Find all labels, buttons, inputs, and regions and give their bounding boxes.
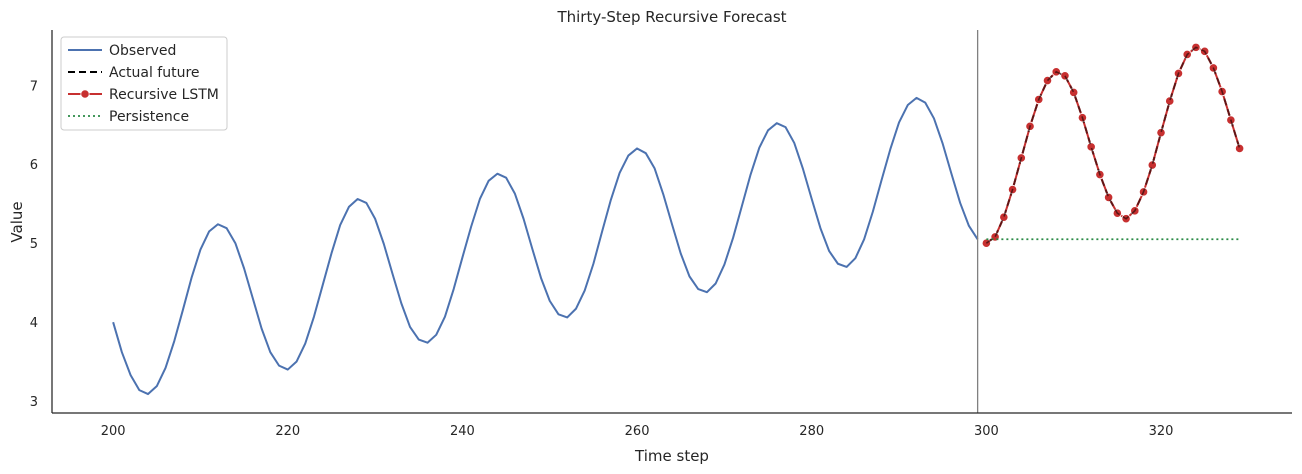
- x-tick-label: 240: [450, 424, 475, 439]
- y-tick-label: 6: [30, 158, 38, 173]
- recursive-lstm-point: [1060, 71, 1070, 81]
- x-tick-label: 260: [625, 424, 650, 439]
- y-axis-label: Value: [8, 201, 26, 242]
- actual-future-overlay-line: [985, 46, 1241, 244]
- x-tick-label: 300: [974, 424, 999, 439]
- recursive-lstm-point: [999, 212, 1009, 222]
- legend-label-actual-future: Actual future: [109, 65, 200, 81]
- recursive-lstm-point: [1235, 143, 1245, 154]
- legend-box: [60, 36, 228, 131]
- legend: Observed Actual future Recursive LSTM Persi…: [60, 36, 228, 131]
- recursive-lstm-point: [1156, 128, 1166, 138]
- legend-label-recursive-lstm: Recursive LSTM: [109, 87, 219, 103]
- series-layer: [112, 42, 1245, 396]
- recursive-lstm-point: [1086, 142, 1096, 152]
- y-tick-label: 5: [30, 237, 38, 252]
- recursive-lstm-point: [1165, 96, 1175, 106]
- legend-label-persistence: Persistence: [109, 109, 189, 125]
- recursive-lstm-point: [1147, 160, 1157, 170]
- y-tick-label: 3: [30, 395, 38, 410]
- x-tick-label: 320: [1149, 424, 1174, 439]
- plot-area: [112, 30, 1245, 413]
- observed-line: [112, 96, 979, 396]
- legend-marker-recursive-lstm: [80, 89, 90, 99]
- x-axis-label: Time step: [634, 447, 709, 465]
- x-tick-label: 280: [799, 424, 824, 439]
- y-tick-label: 7: [30, 79, 38, 94]
- recursive-lstm-point: [1069, 87, 1079, 97]
- legend-label-observed: Observed: [109, 43, 176, 59]
- chart-title: Thirty-Step Recursive Forecast: [556, 8, 786, 26]
- y-tick-label: 4: [30, 316, 38, 331]
- legend-items: Observed Actual future Recursive LSTM Persi…: [68, 43, 219, 125]
- y-axis-ticks: 3 4 5 6 7: [30, 79, 38, 410]
- recursive-lstm-point: [1104, 192, 1114, 203]
- x-tick-label: 220: [275, 424, 300, 439]
- x-axis-ticks: 200 220 240 260 280 300 320: [101, 424, 1174, 439]
- x-tick-label: 200: [101, 424, 126, 439]
